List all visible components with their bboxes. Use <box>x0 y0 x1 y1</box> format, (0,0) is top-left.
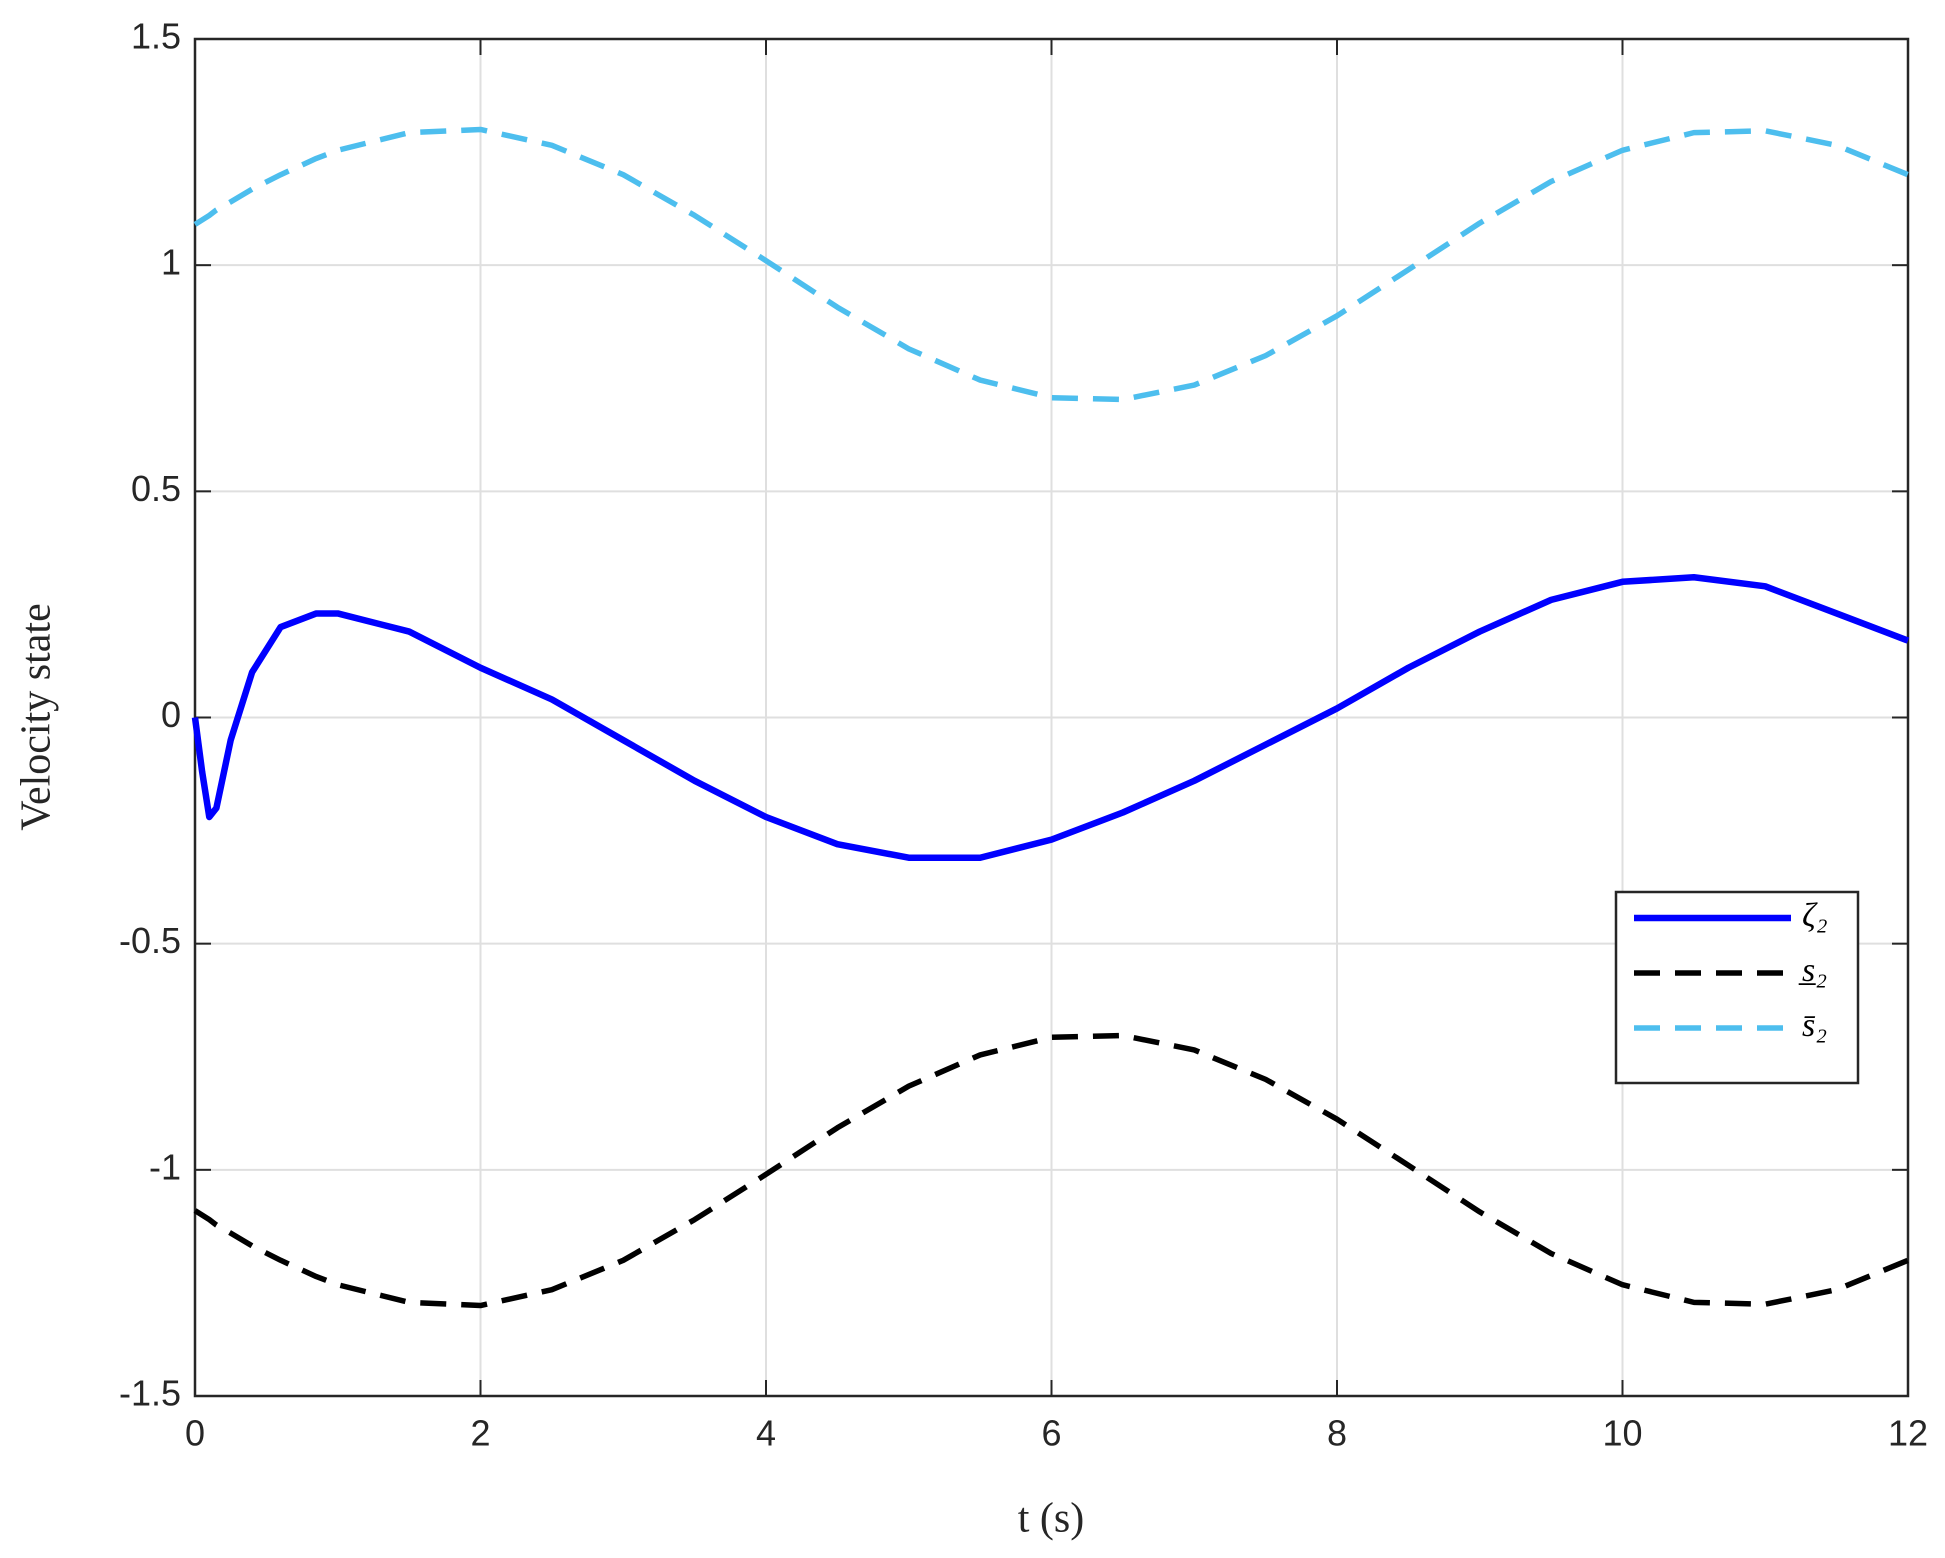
data-line <box>193 126 1910 403</box>
x-tick-label: 4 <box>756 1413 776 1454</box>
data-line <box>193 1032 1910 1309</box>
legend-label: s̄₂ <box>1802 1007 1827 1044</box>
legend-label: ζ₂ <box>1802 897 1828 934</box>
y-axis-label: Velocity state <box>14 603 60 830</box>
x-tick-label: 2 <box>470 1413 490 1454</box>
legend-box <box>1614 890 1860 1085</box>
legend-label: s̲₂ <box>1798 952 1827 989</box>
y-tick-label: 1.5 <box>131 16 181 57</box>
y-tick-label: -0.5 <box>119 920 181 961</box>
y-tick-label: 0 <box>161 694 181 735</box>
x-tick-label: 12 <box>1888 1413 1928 1454</box>
x-axis-label: t (s) <box>1018 1496 1085 1542</box>
data-line <box>191 574 1910 861</box>
y-tick-label: 1 <box>161 242 181 283</box>
y-tick-label: 0.5 <box>131 468 181 509</box>
y-tick-label: -1 <box>149 1146 181 1187</box>
x-tick-label: 6 <box>1041 1413 1061 1454</box>
x-tick-label: 0 <box>185 1413 205 1454</box>
legend: ζ₂ s̲₂ s̄₂ <box>1614 890 1860 1085</box>
x-tick-label: 8 <box>1327 1413 1347 1454</box>
y-tick-label: -1.5 <box>119 1373 181 1414</box>
x-tick-label: 10 <box>1602 1413 1642 1454</box>
